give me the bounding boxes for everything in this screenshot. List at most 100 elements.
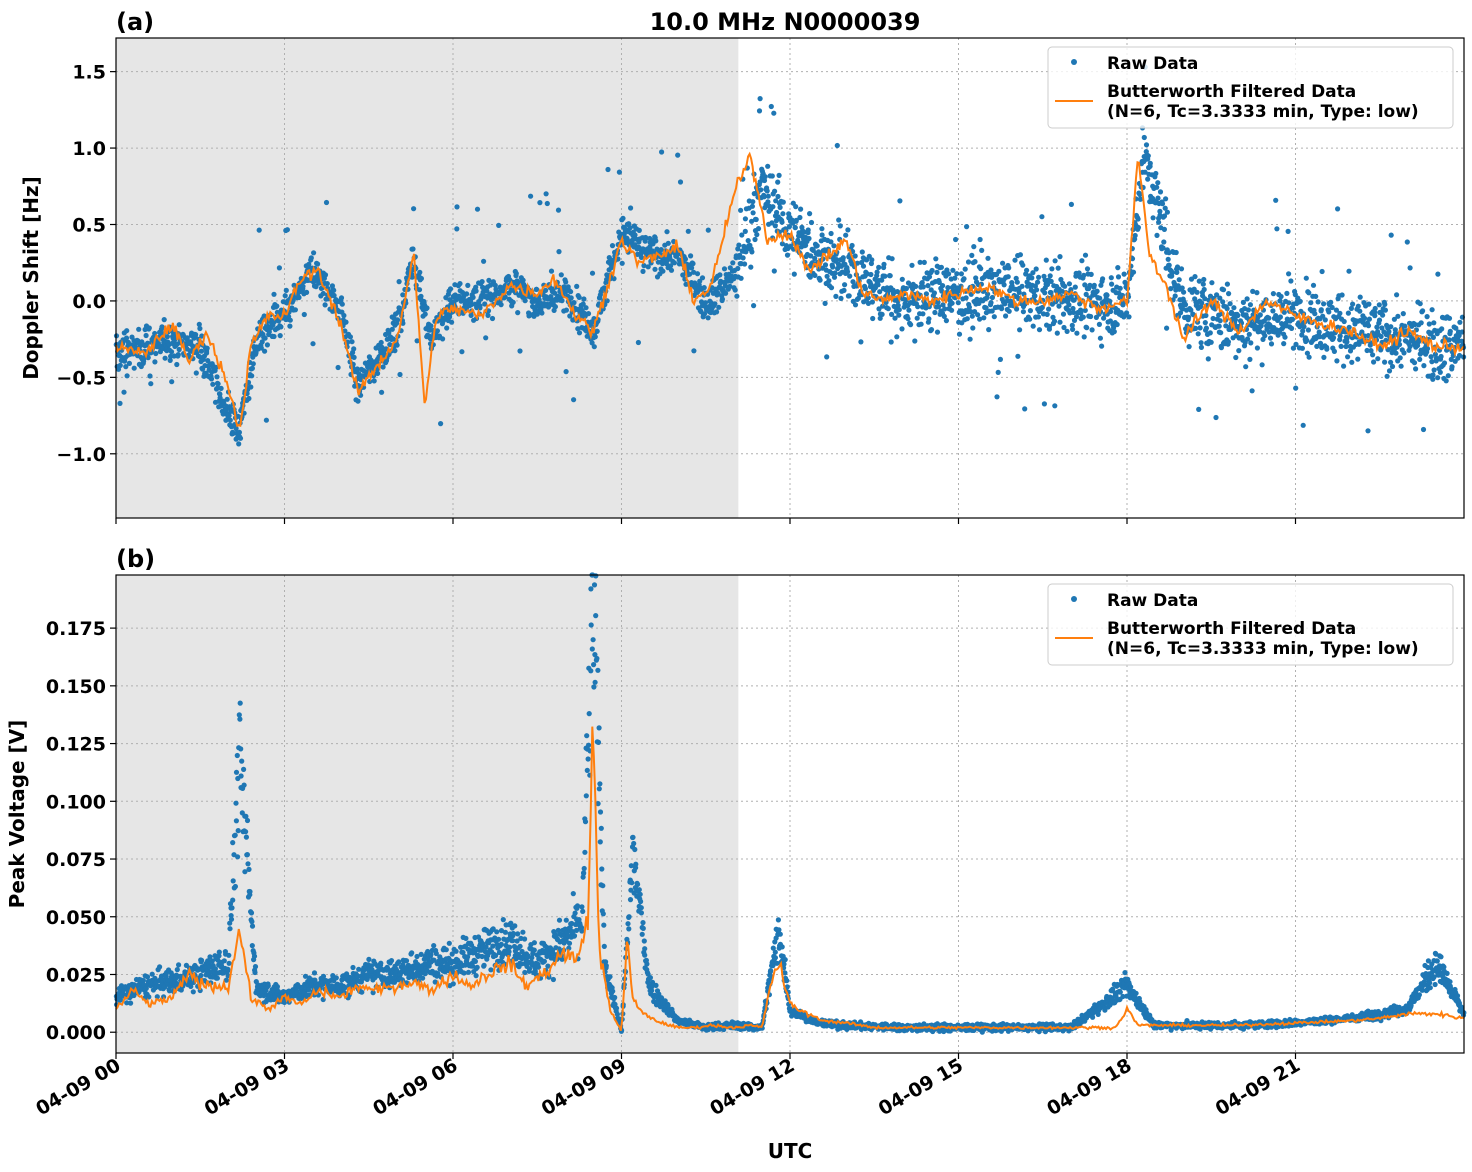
panel-a-raw-point <box>563 307 570 313</box>
panel-a-raw-point <box>1155 180 1161 186</box>
panel-a-raw-point <box>1066 281 1072 287</box>
panel-b-raw-point <box>581 865 587 872</box>
panel-a-raw-point <box>812 272 818 278</box>
panel-a-raw-point <box>756 108 763 114</box>
panel-a-raw-point <box>889 311 895 317</box>
panel-a-raw-point <box>1306 354 1312 360</box>
panel-a-raw-point <box>473 284 479 290</box>
panel-a-raw-point <box>568 295 574 301</box>
panel-a-raw-point <box>1413 366 1419 372</box>
panel-a-raw-point <box>753 216 759 223</box>
panel-b-raw-point <box>590 637 596 643</box>
panel-a-raw-point <box>496 222 502 228</box>
panel-a-raw-point <box>438 421 444 427</box>
panel-a-raw-point <box>923 291 930 297</box>
panel-a-raw-point <box>635 339 642 346</box>
panel-a-raw-point <box>883 299 889 305</box>
panel-b-raw-point <box>388 958 395 964</box>
panel-a-raw-point <box>1350 301 1356 307</box>
panel-b-raw-point <box>522 969 528 976</box>
panel-a-raw-point <box>934 269 940 275</box>
panel-a-raw-point <box>964 224 970 230</box>
panel-b-raw-point <box>229 905 235 911</box>
panel-a-raw-point <box>1313 293 1319 299</box>
panel-a-raw-point <box>331 287 337 293</box>
panel-a-raw-point <box>836 217 842 223</box>
panel-b-raw-point <box>450 981 456 987</box>
panel-a-raw-point <box>1104 292 1110 298</box>
panel-a-raw-point <box>1357 294 1363 300</box>
panel-b-raw-point <box>782 957 788 963</box>
panel-a-raw-point <box>953 236 959 243</box>
panel-b-raw-point <box>603 963 609 969</box>
panel-a-raw-point <box>1417 356 1423 362</box>
panel-a-raw-point <box>808 253 814 259</box>
panel-a-raw-point <box>1382 301 1388 307</box>
panel-a-raw-point <box>117 362 123 368</box>
panel-a-raw-point <box>1316 329 1322 335</box>
panel-a-raw-point <box>1310 282 1317 288</box>
panel-a-raw-point <box>786 224 793 230</box>
panel-b-raw-point <box>241 782 247 788</box>
panel-a-raw-point <box>1034 287 1040 293</box>
panel-a-raw-point <box>1262 333 1268 339</box>
panel-a-raw-point <box>1186 344 1192 350</box>
panel-b-raw-point <box>591 662 597 668</box>
panel-b-raw-point <box>311 970 318 976</box>
panel-a-raw-point <box>1196 406 1202 412</box>
panel-a-raw-point <box>1339 292 1345 298</box>
panel-a-raw-point <box>748 264 754 270</box>
panel-a-raw-point <box>929 267 935 274</box>
panel-a-raw-point <box>204 345 210 351</box>
panel-b-raw-point <box>225 966 231 972</box>
panel-b-raw-point <box>226 952 232 958</box>
panel-a-raw-point <box>776 172 782 178</box>
panel-a-raw-point <box>1429 307 1435 313</box>
panel-a-raw-point <box>771 268 777 274</box>
panel-a-raw-point <box>574 283 580 289</box>
panel-a-raw-point <box>860 263 867 269</box>
panel-b-raw-point <box>588 622 594 628</box>
panel-a-raw-point <box>1054 330 1060 336</box>
panel-a-raw-point <box>197 325 203 332</box>
panel-a-raw-point <box>1052 403 1058 409</box>
panel-a-raw-point <box>1382 359 1388 365</box>
panel-a-raw-point <box>1398 363 1404 369</box>
panel-b-raw-point <box>481 962 487 968</box>
panel-a-raw-point <box>798 206 804 212</box>
panel-a-raw-point <box>950 267 956 273</box>
panel-a-raw-point <box>1115 274 1122 280</box>
panel-a-raw-point <box>870 315 876 322</box>
panel-a-ytick-label: 0.5 <box>72 214 106 236</box>
panel-a-raw-point <box>812 255 818 261</box>
panel-b-raw-point <box>593 613 599 619</box>
panel-a-raw-point <box>714 309 720 315</box>
panel-a-raw-point <box>571 300 577 306</box>
panel-a-raw-point <box>1401 350 1407 356</box>
panel-a-raw-point <box>828 239 834 245</box>
panel-b-raw-point <box>443 947 449 953</box>
panel-b-raw-point <box>498 941 504 947</box>
panel-b-raw-point <box>247 889 253 895</box>
panel-b-raw-point <box>581 870 587 877</box>
panel-a-raw-point <box>1225 339 1231 345</box>
panel-b-raw-point <box>190 989 196 995</box>
panel-a-raw-point <box>411 206 417 212</box>
figure-title: 10.0 MHz N0000039 <box>650 8 921 36</box>
panel-a-raw-point <box>1366 316 1372 322</box>
panel-a-raw-point <box>296 294 302 301</box>
panel-a-raw-point <box>1046 306 1052 312</box>
panel-a-raw-point <box>1437 369 1443 375</box>
panel-a-raw-point <box>1341 318 1347 325</box>
panel-b-raw-point <box>252 969 258 976</box>
panel-a-raw-point <box>1380 312 1386 318</box>
panel-a-raw-point <box>468 302 474 308</box>
panel-a-raw-point <box>1173 249 1179 256</box>
panel-a-raw-point <box>1224 281 1230 287</box>
panel-a-doppler-shift: (a) −1.0−0.50.00.51.01.5 Doppler Shift [… <box>19 8 1467 524</box>
panel-a-raw-point <box>1205 356 1211 362</box>
panel-b-raw-point <box>586 742 592 748</box>
panel-a-raw-point <box>765 193 771 199</box>
panel-a-raw-point <box>1117 285 1123 291</box>
panel-a-raw-point <box>1049 266 1055 272</box>
